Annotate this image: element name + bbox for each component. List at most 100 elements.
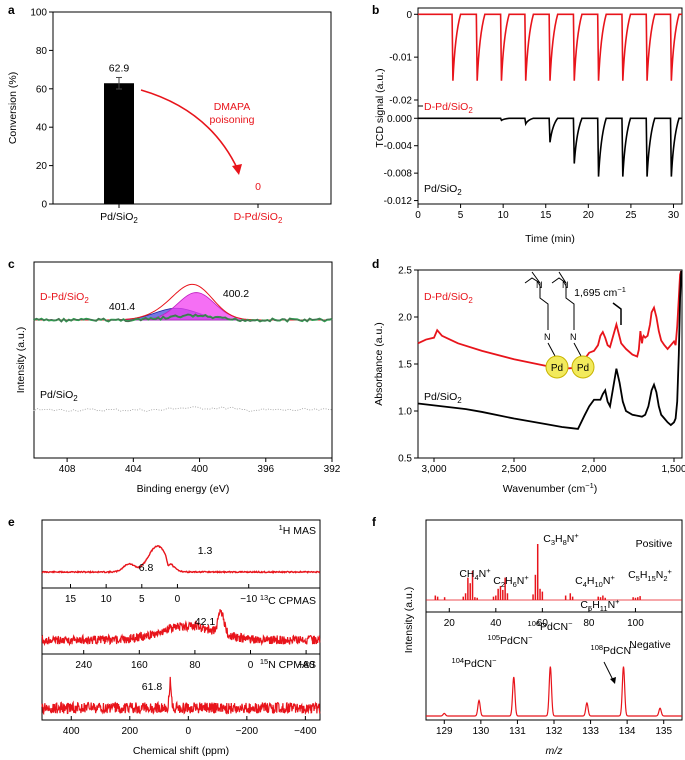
panel-b-xtick-label: 15	[540, 210, 552, 221]
series-label-pd: Pd/SiO2	[424, 183, 462, 197]
panel-f-xlabel: m/z	[546, 745, 564, 757]
panel-e: e 15 10 5 0 −10 240 160 80 0 −80 400 200 0 −200 −400 1…	[8, 515, 321, 757]
ion-label-c5h11n: C5H11N+	[580, 597, 620, 613]
panel-d-ytick-label: 2.5	[398, 266, 412, 277]
panel-e-xlabel: Chemical shift (ppm)	[133, 745, 229, 757]
panel-label-f: f	[372, 515, 377, 529]
panel-e-3-xtick-label: −200	[236, 726, 259, 737]
subpanel-label-13c: 13C CPMAS	[260, 593, 316, 607]
panel-d-xtick-label: 3,000	[421, 464, 446, 475]
peak-label-400-2: 400.2	[223, 288, 249, 300]
bar-value-label-dpd: 0	[255, 181, 261, 193]
category-label-pd: Pd/SiO2	[100, 211, 138, 225]
panel-d-ylabel: Absorbance (a.u.)	[373, 322, 385, 405]
panel-c-xtick-label: 392	[324, 464, 341, 475]
annotation-poisoning: poisoning	[210, 114, 255, 126]
series-label-pd-xps: Pd/SiO2	[40, 389, 78, 403]
series-pd-xps	[33, 406, 333, 412]
panel-c-ylabel: Intensity (a.u.)	[15, 327, 27, 394]
panel-label-a: a	[8, 3, 15, 17]
panel-e-1-xtick-label: 5	[139, 594, 145, 605]
panel-f-neg-xtick-label: 134	[619, 726, 636, 737]
subpanel-label-1h: 1H MAS	[279, 523, 316, 537]
category-label-dpd: D-Pd/SiO2	[234, 211, 283, 225]
ion-label-105pdcn: 105PdCN−	[488, 633, 534, 647]
peak-label-6-8: 6.8	[139, 562, 154, 574]
panel-f-neg-xtick-label: 135	[655, 726, 672, 737]
pd-atom-left	[545, 355, 569, 379]
panel-f-neg-xtick-label: 133	[582, 726, 599, 737]
series-label-dpd-ir: D-Pd/SiO2	[424, 291, 473, 305]
panel-f-pos-xtick-label: 20	[444, 618, 456, 629]
panel-label-c: c	[8, 257, 15, 271]
series-15n-cpmas	[41, 676, 321, 716]
panel-a: a 0 20 40 60 80 100 Conversion (%) 62.9 0 DMA…	[7, 3, 332, 225]
panel-a-axes	[52, 11, 332, 205]
panel-a-ytick-label: 20	[36, 161, 48, 172]
arrowhead-108pdcn	[610, 677, 616, 684]
series-1h-mas	[41, 545, 321, 574]
panel-a-ytick-label: 60	[36, 84, 48, 95]
panel-b-xtick-label: 30	[668, 210, 680, 221]
bar-pd-sio2	[104, 83, 134, 204]
panel-b-xtick-label: 25	[625, 210, 637, 221]
panel-b-xtick-label: 5	[458, 210, 464, 221]
series-label-dpd-xps: D-Pd/SiO2	[40, 291, 89, 305]
subpanel-label-15n: 15N CPMAS	[260, 657, 316, 671]
molecule-n3: N	[544, 332, 551, 342]
panel-d: d 0.5 1.0 1.5 2.0 2.5 3,000 2,500 2,000 1,500 D-…	[372, 257, 685, 495]
panel-b-xlabel: Time (min)	[525, 233, 575, 245]
panel-e-3-xtick-label: 0	[186, 726, 192, 737]
ion-label-c3h8n: C3H8N+	[543, 531, 579, 547]
panel-label-d: d	[372, 257, 379, 271]
panel-d-ytick-label: 0.5	[398, 454, 412, 465]
ion-label-c4h10n: C4H10N+	[575, 573, 615, 589]
panel-e-3-xtick-label: 400	[63, 726, 80, 737]
molecule-n2: N	[562, 280, 569, 290]
ion-label-c2h6n: C2H6N+	[493, 573, 529, 589]
panel-a-ytick-label: 0	[41, 200, 47, 211]
panel-a-ytick-label: 40	[36, 123, 48, 134]
panel-f-pos-xtick-label: 100	[627, 618, 644, 629]
panel-f-ylabel: Intensity (a.u.)	[403, 587, 415, 654]
panel-c-xtick-label: 408	[59, 464, 76, 475]
ion-label-c5h15n2: C5H15N2+	[628, 567, 672, 583]
molecule-n1: N	[536, 280, 543, 290]
panel-e-axes	[41, 519, 321, 721]
series-13c-cpmas	[41, 609, 321, 647]
molecule-chain-left	[524, 277, 549, 318]
ion-label-104pdcn: 104PdCN−	[452, 656, 498, 670]
ion-label-106pdcn: 106PdCN−	[528, 619, 574, 633]
panel-b-upper-ytick-label: -0.01	[389, 53, 412, 64]
peak-label-61-8: 61.8	[142, 681, 163, 693]
panel-e-2-xtick-label: 0	[248, 660, 254, 671]
panel-e-2-xtick-label: 160	[131, 660, 148, 671]
peak-label-42-1: 42.1	[195, 616, 216, 628]
annotation-dmapa: DMAPA	[214, 101, 251, 113]
poisoning-arrowhead	[232, 164, 242, 175]
panel-label-e: e	[8, 515, 15, 529]
panel-e-1-xtick-label: −10	[240, 594, 257, 605]
panel-f: f 20 40 60 80 100 129 130 131 132 133 134 135 Posit…	[372, 515, 683, 757]
molecule-n4: N	[570, 332, 577, 342]
bar-value-label-pd: 62.9	[109, 62, 130, 74]
panel-f-neg-xtick-label: 129	[436, 726, 453, 737]
panel-b-lower-ytick-label: 0.000	[387, 114, 412, 125]
bond-pd-right	[573, 342, 582, 357]
label-negative: Negative	[629, 639, 671, 651]
panel-f-pos-xtick-label: 80	[583, 618, 595, 629]
panel-b-lower-ytick-label: -0.004	[384, 141, 413, 152]
peak-label-401-4: 401.4	[109, 301, 135, 313]
series-label-dpd: D-Pd/SiO2	[424, 101, 473, 115]
panel-d-ytick-label: 1.0	[398, 407, 412, 418]
panel-e-3-xtick-label: 200	[121, 726, 138, 737]
bond-pd-left	[547, 342, 556, 357]
series-label-pd-ir: Pd/SiO2	[424, 391, 462, 405]
series-dpd-ir	[417, 270, 683, 370]
panel-d-xtick-label: 1,500	[661, 464, 685, 475]
panel-d-ytick-label: 2.0	[398, 313, 412, 324]
panel-e-1-xtick-label: 15	[65, 594, 77, 605]
panel-e-1-xtick-label: 10	[101, 594, 113, 605]
pd-label-right: Pd	[577, 363, 589, 374]
panel-b-xtick-label: 0	[415, 210, 421, 221]
